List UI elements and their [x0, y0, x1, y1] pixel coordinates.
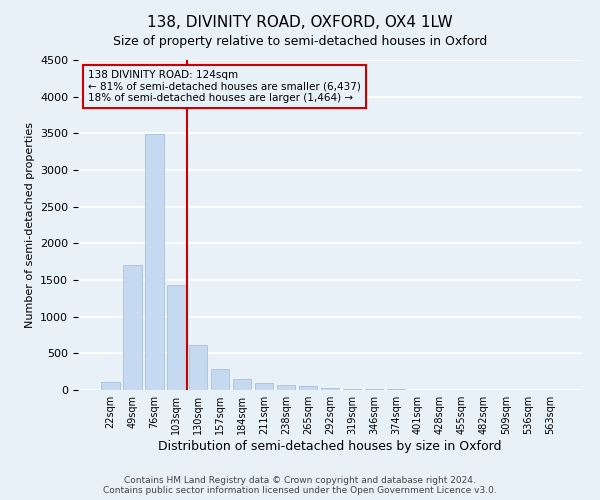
Bar	[320, 388, 340, 390]
Text: Size of property relative to semi-detached houses in Oxford: Size of property relative to semi-detach…	[113, 35, 487, 48]
Bar	[101, 382, 119, 390]
Bar	[343, 388, 361, 390]
Bar	[365, 389, 383, 390]
Bar	[255, 382, 274, 390]
Bar	[299, 386, 317, 390]
Bar	[211, 370, 229, 390]
Bar	[145, 134, 164, 390]
X-axis label: Distribution of semi-detached houses by size in Oxford: Distribution of semi-detached houses by …	[158, 440, 502, 453]
Text: 138, DIVINITY ROAD, OXFORD, OX4 1LW: 138, DIVINITY ROAD, OXFORD, OX4 1LW	[147, 15, 453, 30]
Y-axis label: Number of semi-detached properties: Number of semi-detached properties	[25, 122, 35, 328]
Bar	[123, 266, 142, 390]
Text: 138 DIVINITY ROAD: 124sqm
← 81% of semi-detached houses are smaller (6,437)
18% : 138 DIVINITY ROAD: 124sqm ← 81% of semi-…	[88, 70, 361, 103]
Bar	[277, 384, 295, 390]
Bar	[233, 378, 251, 390]
Bar	[189, 344, 208, 390]
Bar	[167, 285, 185, 390]
Text: Contains HM Land Registry data © Crown copyright and database right 2024.
Contai: Contains HM Land Registry data © Crown c…	[103, 476, 497, 495]
